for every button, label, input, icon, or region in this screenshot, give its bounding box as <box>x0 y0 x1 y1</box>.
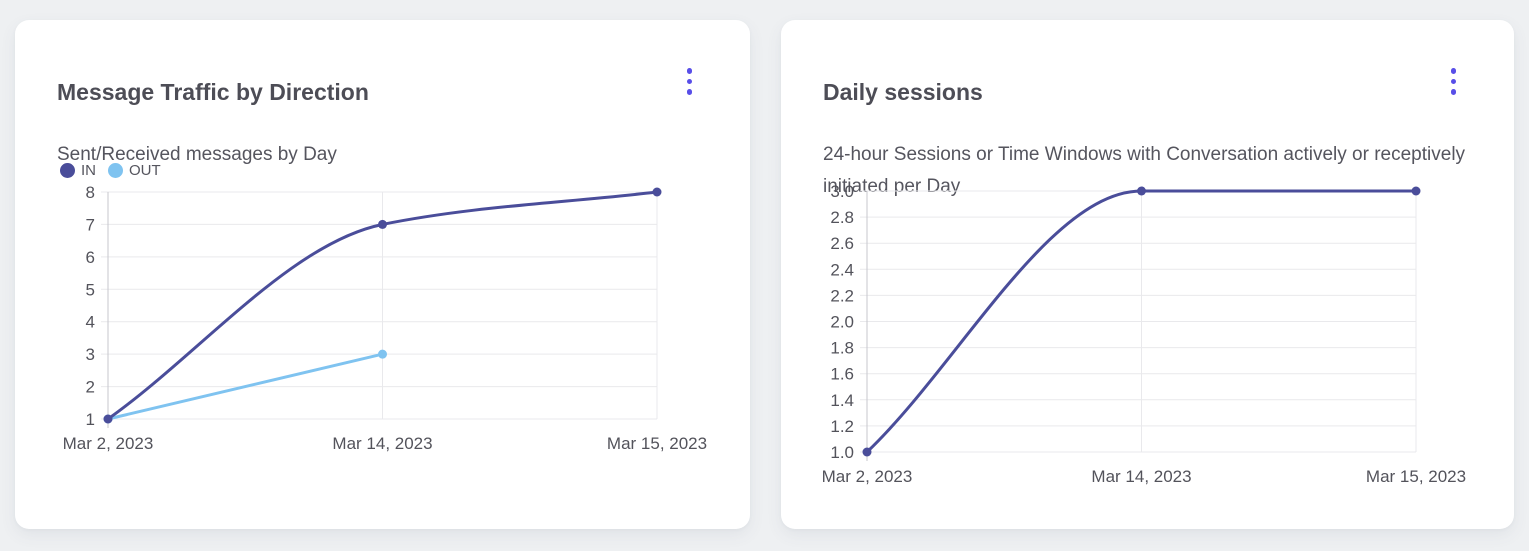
svg-text:Mar 2, 2023: Mar 2, 2023 <box>822 467 913 486</box>
svg-text:6: 6 <box>86 248 95 267</box>
svg-text:Mar 14, 2023: Mar 14, 2023 <box>1091 467 1191 486</box>
svg-text:Mar 15, 2023: Mar 15, 2023 <box>1366 467 1466 486</box>
svg-text:1.6: 1.6 <box>830 365 854 384</box>
svg-text:2: 2 <box>86 378 95 397</box>
card-subtitle: 24-hour Sessions or Time Windows with Co… <box>823 144 1466 197</box>
card-title: Daily sessions <box>823 79 983 106</box>
daily-sessions-card: Daily sessions 24-hour Sessions or Time … <box>781 20 1514 529</box>
legend-label-in: IN <box>81 162 96 179</box>
chart-legend: IN OUT <box>60 162 161 179</box>
message-traffic-card: Message Traffic by Direction Sent/Receiv… <box>15 20 750 529</box>
svg-text:1.4: 1.4 <box>830 391 854 410</box>
svg-text:8: 8 <box>86 183 95 202</box>
legend-item-in: IN <box>60 162 96 179</box>
svg-text:Mar 14, 2023: Mar 14, 2023 <box>332 434 432 453</box>
legend-dot-out-icon <box>108 163 123 178</box>
daily-sessions-chart: 1.0 1.2 1.4 1.6 1.8 2.0 2.2 2.4 2.6 2.8 3.0 Mar 2, … <box>822 182 1466 486</box>
card-title: Message Traffic by Direction <box>57 79 369 106</box>
svg-text:7: 7 <box>86 215 95 234</box>
svg-text:2.4: 2.4 <box>830 260 854 279</box>
card-menu-button[interactable] <box>1449 66 1459 97</box>
svg-text:Mar 15, 2023: Mar 15, 2023 <box>607 434 707 453</box>
message-traffic-chart: 1 2 3 4 5 6 7 8 Mar 2, 2023 Mar 14, 2023 Mar 15, 2… <box>63 183 707 453</box>
svg-text:4: 4 <box>86 313 95 332</box>
svg-text:3.0: 3.0 <box>830 182 854 201</box>
svg-text:3: 3 <box>86 345 95 364</box>
svg-text:1.0: 1.0 <box>830 443 854 462</box>
svg-text:2.2: 2.2 <box>830 286 854 305</box>
card-subtitle: Sent/Received messages by Day <box>57 144 337 165</box>
svg-text:5: 5 <box>86 280 95 299</box>
svg-text:Mar 2, 2023: Mar 2, 2023 <box>63 434 154 453</box>
legend-label-out: OUT <box>129 162 161 179</box>
svg-text:2.8: 2.8 <box>830 208 854 227</box>
svg-text:1.2: 1.2 <box>830 417 854 436</box>
svg-text:2.6: 2.6 <box>830 234 854 253</box>
svg-text:2.0: 2.0 <box>830 313 854 332</box>
legend-item-out: OUT <box>108 162 161 179</box>
svg-text:1: 1 <box>86 410 95 429</box>
svg-text:1.8: 1.8 <box>830 339 854 358</box>
legend-dot-in-icon <box>60 163 75 178</box>
card-menu-button[interactable] <box>685 66 695 97</box>
